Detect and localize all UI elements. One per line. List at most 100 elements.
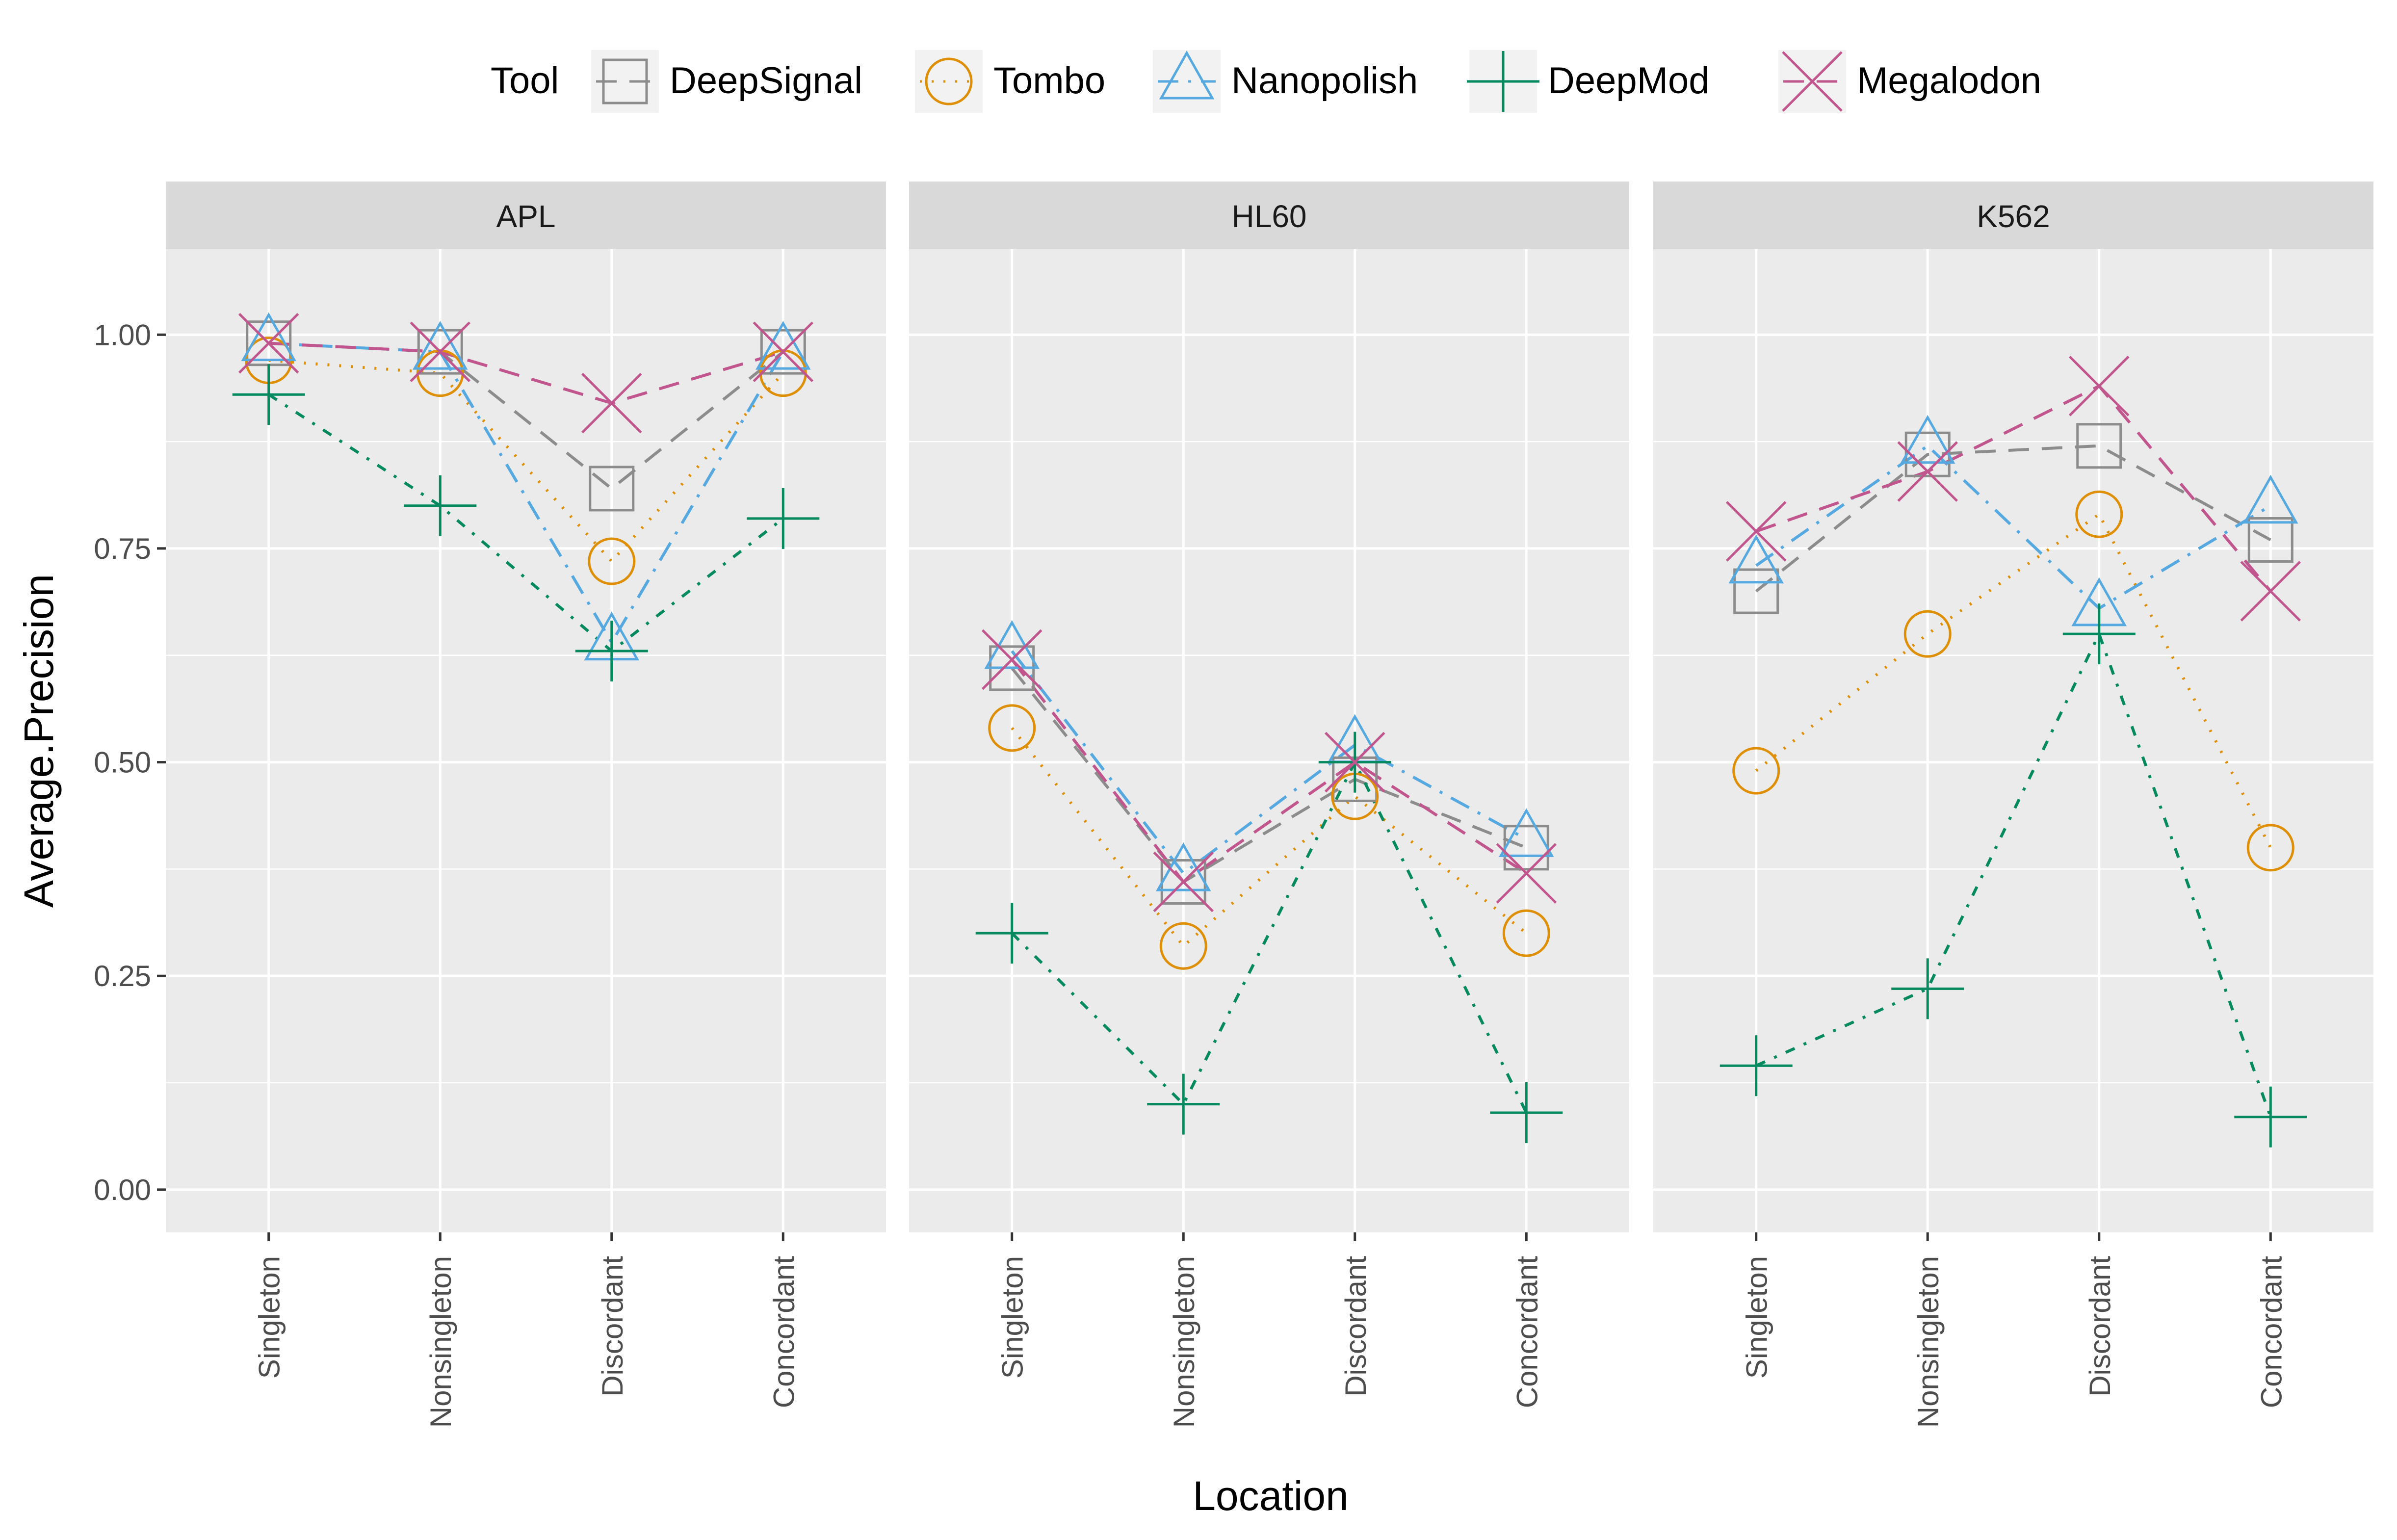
data-point-megalodon-discordant [2068,356,2130,417]
x-tick-label: Discordant [1339,1256,1372,1397]
legend-label-nanopolish: Nanopolish [1231,60,1418,102]
data-point-tombo-discordant [588,537,636,585]
legend-key-tombo [915,50,983,113]
panel-title: APL [496,199,556,234]
data-point-deepmod-concordant [747,488,820,549]
data-point-nanopolish-concordant [2243,474,2298,524]
plot-background [166,249,886,1232]
series-line-nanopolish [1011,650,1527,876]
data-point-megalodon-discordant [581,372,642,434]
data-point-tombo-concordant [2246,824,2294,872]
series-line-deepmod [268,393,784,653]
data-point-deepsignal-discordant [589,466,635,512]
y-tick-label: 1.00 [94,318,151,351]
x-tick-label: Concordant [2255,1256,2288,1409]
panel-apl: APL Singleton Nonsingleton Discordant Concor… [94,182,886,1428]
data-point-nanopolish-singleton [1728,534,1784,584]
x-tick-label: Singleton [253,1256,286,1379]
data-point-megalodon-concordant [753,321,814,382]
x-tick-label: Nonsingleton [424,1256,457,1428]
panel-strip [1653,182,2373,249]
legend-key-circle-icon [925,57,973,105]
legend-key-deepmod [1467,50,1539,113]
panel-strip [166,182,886,249]
legend-title: Tool [491,60,559,102]
panel-strip [909,182,1629,249]
x-tick-label: Nonsingleton [1168,1256,1200,1428]
panels: APL Singleton Nonsingleton Discordant Concor… [94,182,2373,1428]
data-point-deepsignal-singleton [1733,568,1779,614]
data-point-megalodon-singleton [981,629,1042,690]
data-point-tombo-discordant [2075,490,2123,538]
legend-label-megalodon: Megalodon [1857,60,2041,102]
legend-label-deepsignal: DeepSignal [670,60,862,102]
x-tick-label: Discordant [596,1256,629,1397]
legend-key-megalodon [1778,50,1846,113]
legend-key-x-icon [1782,51,1843,112]
data-point-deepmod-concordant [1490,1082,1563,1144]
data-point-nanopolish-nonsingleton [412,321,468,370]
data-point-deepmod-discordant [575,621,648,682]
data-point-tombo-singleton [988,704,1036,752]
data-point-deepmod-singleton [232,364,305,425]
series-line-megalodon [1011,658,1527,884]
legend-label-tombo: Tombo [993,60,1105,102]
panel-title: K562 [1977,199,2050,234]
data-point-deepmod-nonsingleton [1147,1073,1220,1135]
x-tick-label: Nonsingleton [1912,1256,1945,1428]
data-point-nanopolish-concordant [1499,808,1554,857]
plot-background [1653,249,2373,1232]
x-tick-label: Concordant [1511,1256,1543,1409]
data-point-tombo-nonsingleton [1903,610,1952,658]
x-tick-label: Singleton [996,1256,1029,1379]
legend-key-plus-icon [1467,51,1539,112]
panel-k562: K562 Singleton Nonsingleton Discordant Conco… [1653,182,2373,1428]
data-point-tombo-concordant [1502,909,1550,957]
y-axis-title: Average.Precision [16,574,62,908]
series-line-tombo [268,359,784,564]
data-point-tombo-nonsingleton [1159,922,1207,970]
data-point-deepsignal-concordant [760,329,806,375]
x-tick-label: Concordant [767,1256,800,1409]
data-point-megalodon-nonsingleton [410,321,471,382]
data-point-megalodon-concordant [2240,561,2301,622]
data-point-deepsignal-concordant [2247,517,2293,563]
data-point-megalodon-singleton [1725,501,1787,562]
data-point-megalodon-concordant [1496,843,1557,904]
x-tick-label: Singleton [1741,1256,1773,1379]
y-tick-label: 0.50 [94,746,151,779]
panel-hl60: HL60 Singleton Nonsingleton Discordant Conco… [909,182,1629,1428]
series-line-megalodon [1755,384,2272,592]
data-point-megalodon-nonsingleton [1897,441,1958,502]
series-line-nanopolish [1755,444,2271,610]
plot-background [909,249,1629,1232]
data-point-megalodon-nonsingleton [1153,851,1214,913]
legend-key-deepsignal [591,50,659,113]
data-point-deepsignal-discordant [2076,423,2122,469]
legend-key-square-icon [602,58,648,104]
series-line-deepsignal [1755,444,2271,593]
panel-title: HL60 [1232,199,1307,234]
y-tick-label: 0.75 [94,532,151,565]
data-point-deepsignal-nonsingleton [417,329,463,375]
x-tick-label: Discordant [2084,1256,2116,1397]
series-line-deepsignal [1011,667,1527,884]
data-point-tombo-singleton [1732,747,1780,795]
data-point-megalodon-singleton [238,313,299,374]
series-line-megalodon [268,341,784,405]
data-point-deepmod-discordant [2062,603,2136,665]
data-point-deepmod-concordant [2234,1086,2307,1148]
data-point-nanopolish-nonsingleton [1900,415,1955,464]
data-point-nanopolish-singleton [241,312,296,362]
data-point-deepmod-nonsingleton [404,475,477,536]
legend: Tool DeepSignal Tombo Nanopolish DeepMod Meg… [491,50,2041,113]
legend-key-triangle-icon [1159,50,1215,100]
data-point-deepmod-singleton [975,903,1048,964]
data-point-nanopolish-concordant [756,321,811,370]
y-tick-label: 0.00 [94,1174,151,1206]
legend-label-deepmod: DeepMod [1548,60,1710,102]
data-point-megalodon-discordant [1324,731,1385,793]
y-tick-label: 0.25 [94,960,151,992]
data-point-deepmod-singleton [1720,1035,1793,1096]
